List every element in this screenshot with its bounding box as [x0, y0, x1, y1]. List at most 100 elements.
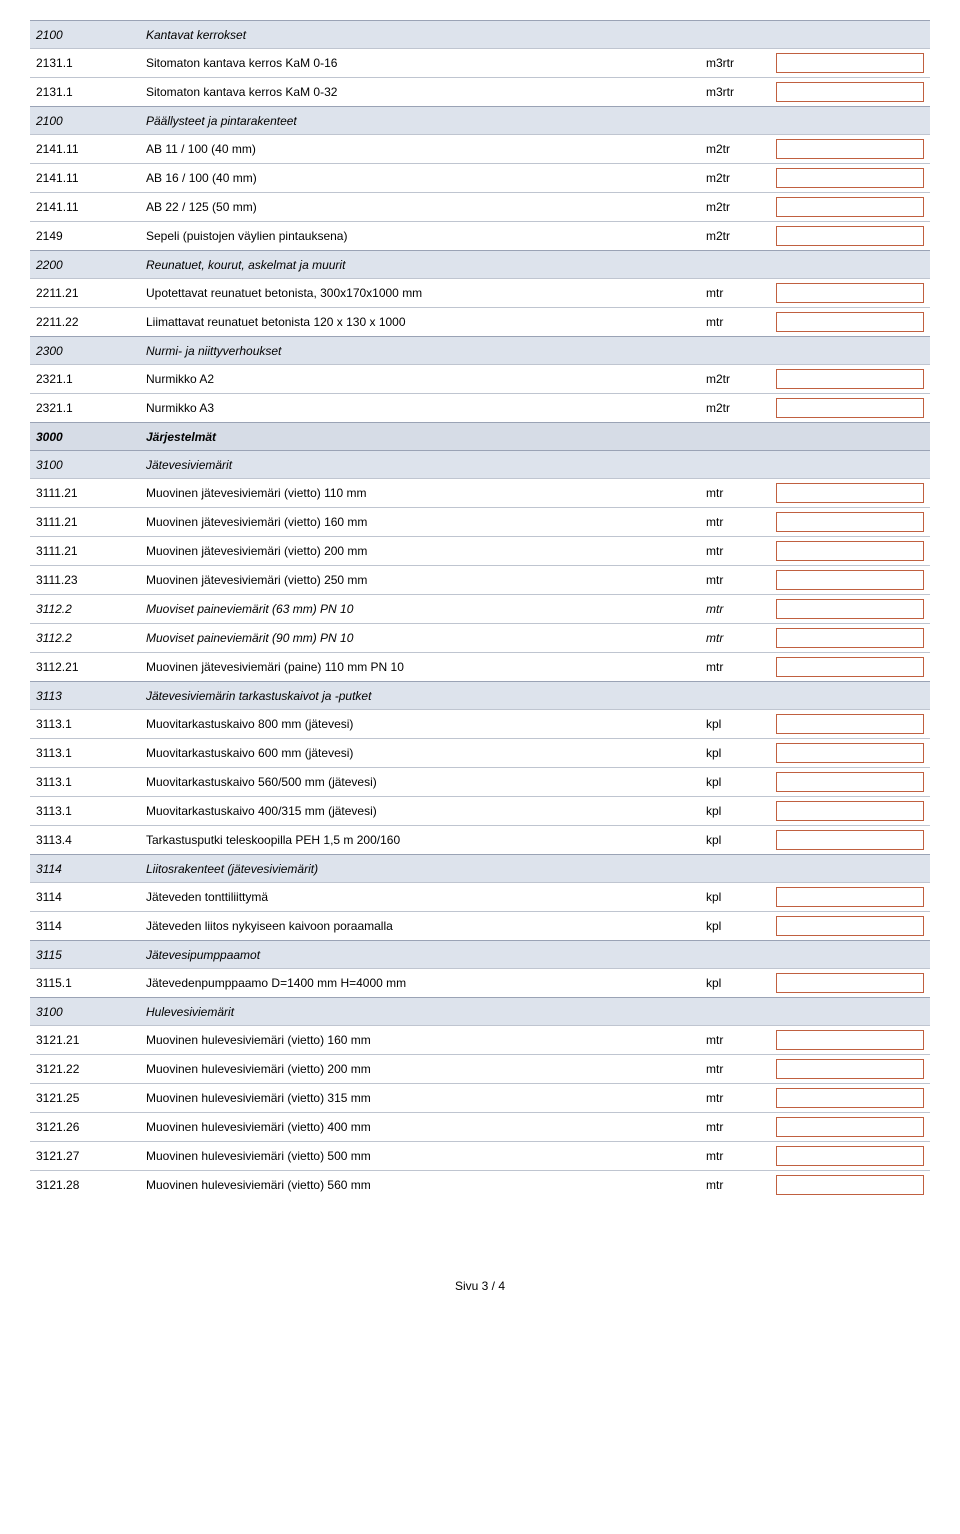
cell-unit: kpl — [700, 739, 770, 768]
cell-code: 2300 — [30, 337, 140, 365]
value-input-box[interactable] — [776, 1146, 924, 1166]
cell-input — [770, 826, 930, 855]
table-row: 3114Jäteveden tonttiliittymäkpl — [30, 883, 930, 912]
value-input-box[interactable] — [776, 197, 924, 217]
cell-unit: m2tr — [700, 365, 770, 394]
value-input-box[interactable] — [776, 483, 924, 503]
cell-desc: Muovinen hulevesiviemäri (vietto) 560 mm — [140, 1171, 700, 1200]
value-input-box[interactable] — [776, 1030, 924, 1050]
table-row: 2211.21Upotettavat reunatuet betonista, … — [30, 279, 930, 308]
cell-desc: AB 16 / 100 (40 mm) — [140, 164, 700, 193]
cell-input — [770, 479, 930, 508]
cell-desc: Muoviset paineviemärit (63 mm) PN 10 — [140, 595, 700, 624]
cell-input — [770, 21, 930, 49]
value-input-box[interactable] — [776, 283, 924, 303]
value-input-box[interactable] — [776, 541, 924, 561]
cell-code: 3121.27 — [30, 1142, 140, 1171]
cell-input — [770, 423, 930, 451]
value-input-box[interactable] — [776, 887, 924, 907]
value-input-box[interactable] — [776, 398, 924, 418]
value-input-box[interactable] — [776, 512, 924, 532]
cell-input — [770, 49, 930, 78]
value-input-box[interactable] — [776, 312, 924, 332]
table-row: 2300Nurmi- ja niittyverhoukset — [30, 337, 930, 365]
value-input-box[interactable] — [776, 599, 924, 619]
cell-unit: mtr — [700, 1113, 770, 1142]
cell-code: 3113.1 — [30, 710, 140, 739]
cell-code: 2141.11 — [30, 193, 140, 222]
value-input-box[interactable] — [776, 369, 924, 389]
value-input-box[interactable] — [776, 801, 924, 821]
value-input-box[interactable] — [776, 168, 924, 188]
table-row: 3113.1Muovitarkastuskaivo 800 mm (jäteve… — [30, 710, 930, 739]
cell-input — [770, 451, 930, 479]
cell-desc: Muovitarkastuskaivo 400/315 mm (jätevesi… — [140, 797, 700, 826]
cell-input — [770, 941, 930, 969]
value-input-box[interactable] — [776, 714, 924, 734]
cell-input — [770, 566, 930, 595]
value-input-box[interactable] — [776, 628, 924, 648]
table-row: 3111.21Muovinen jätevesiviemäri (vietto)… — [30, 479, 930, 508]
cell-code: 3115.1 — [30, 969, 140, 998]
cell-unit: mtr — [700, 1171, 770, 1200]
table-row: 3115Jätevesipumppaamot — [30, 941, 930, 969]
cell-desc: Nurmikko A3 — [140, 394, 700, 423]
cell-desc: Sitomaton kantava kerros KaM 0-32 — [140, 78, 700, 107]
value-input-box[interactable] — [776, 1175, 924, 1195]
cell-code: 3113.1 — [30, 768, 140, 797]
cell-code: 3112.2 — [30, 624, 140, 653]
value-input-box[interactable] — [776, 53, 924, 73]
value-input-box[interactable] — [776, 916, 924, 936]
value-input-box[interactable] — [776, 1059, 924, 1079]
table-row: 3111.21Muovinen jätevesiviemäri (vietto)… — [30, 537, 930, 566]
cell-unit: mtr — [700, 1026, 770, 1055]
cell-input — [770, 797, 930, 826]
cell-unit — [700, 337, 770, 365]
value-input-box[interactable] — [776, 82, 924, 102]
cell-unit: m2tr — [700, 164, 770, 193]
cell-input — [770, 1171, 930, 1200]
cell-unit — [700, 855, 770, 883]
cell-input — [770, 308, 930, 337]
cell-unit: mtr — [700, 624, 770, 653]
value-input-box[interactable] — [776, 226, 924, 246]
table-row: 2321.1Nurmikko A2m2tr — [30, 365, 930, 394]
cell-input — [770, 739, 930, 768]
table-row: 3121.22Muovinen hulevesiviemäri (vietto)… — [30, 1055, 930, 1084]
cell-desc: Muovinen jätevesiviemäri (vietto) 110 mm — [140, 479, 700, 508]
cell-code: 3111.21 — [30, 508, 140, 537]
cell-unit: mtr — [700, 508, 770, 537]
value-input-box[interactable] — [776, 570, 924, 590]
cell-code: 3111.21 — [30, 479, 140, 508]
value-input-box[interactable] — [776, 139, 924, 159]
value-input-box[interactable] — [776, 830, 924, 850]
cell-desc: Upotettavat reunatuet betonista, 300x170… — [140, 279, 700, 308]
cell-unit — [700, 21, 770, 49]
cell-desc: Muovinen hulevesiviemäri (vietto) 200 mm — [140, 1055, 700, 1084]
table-row: 2141.11AB 22 / 125 (50 mm)m2tr — [30, 193, 930, 222]
table-row: 2321.1Nurmikko A3m2tr — [30, 394, 930, 423]
value-input-box[interactable] — [776, 772, 924, 792]
value-input-box[interactable] — [776, 657, 924, 677]
cell-unit: m2tr — [700, 394, 770, 423]
cell-unit: kpl — [700, 883, 770, 912]
table-row: 3113.1Muovitarkastuskaivo 400/315 mm (jä… — [30, 797, 930, 826]
table-row: 2141.11AB 11 / 100 (40 mm)m2tr — [30, 135, 930, 164]
value-input-box[interactable] — [776, 973, 924, 993]
cell-code: 3100 — [30, 998, 140, 1026]
value-input-box[interactable] — [776, 1117, 924, 1137]
cell-input — [770, 537, 930, 566]
table-row: 2131.1Sitomaton kantava kerros KaM 0-16m… — [30, 49, 930, 78]
cell-input — [770, 107, 930, 135]
value-input-box[interactable] — [776, 1088, 924, 1108]
cell-unit: mtr — [700, 1084, 770, 1113]
cell-desc: Jätevesiviemärit — [140, 451, 700, 479]
cell-code: 3100 — [30, 451, 140, 479]
table-row: 3121.25Muovinen hulevesiviemäri (vietto)… — [30, 1084, 930, 1113]
cell-input — [770, 337, 930, 365]
value-input-box[interactable] — [776, 743, 924, 763]
cell-input — [770, 1026, 930, 1055]
table-row: 3121.21Muovinen hulevesiviemäri (vietto)… — [30, 1026, 930, 1055]
cell-unit — [700, 451, 770, 479]
cell-code: 2131.1 — [30, 78, 140, 107]
